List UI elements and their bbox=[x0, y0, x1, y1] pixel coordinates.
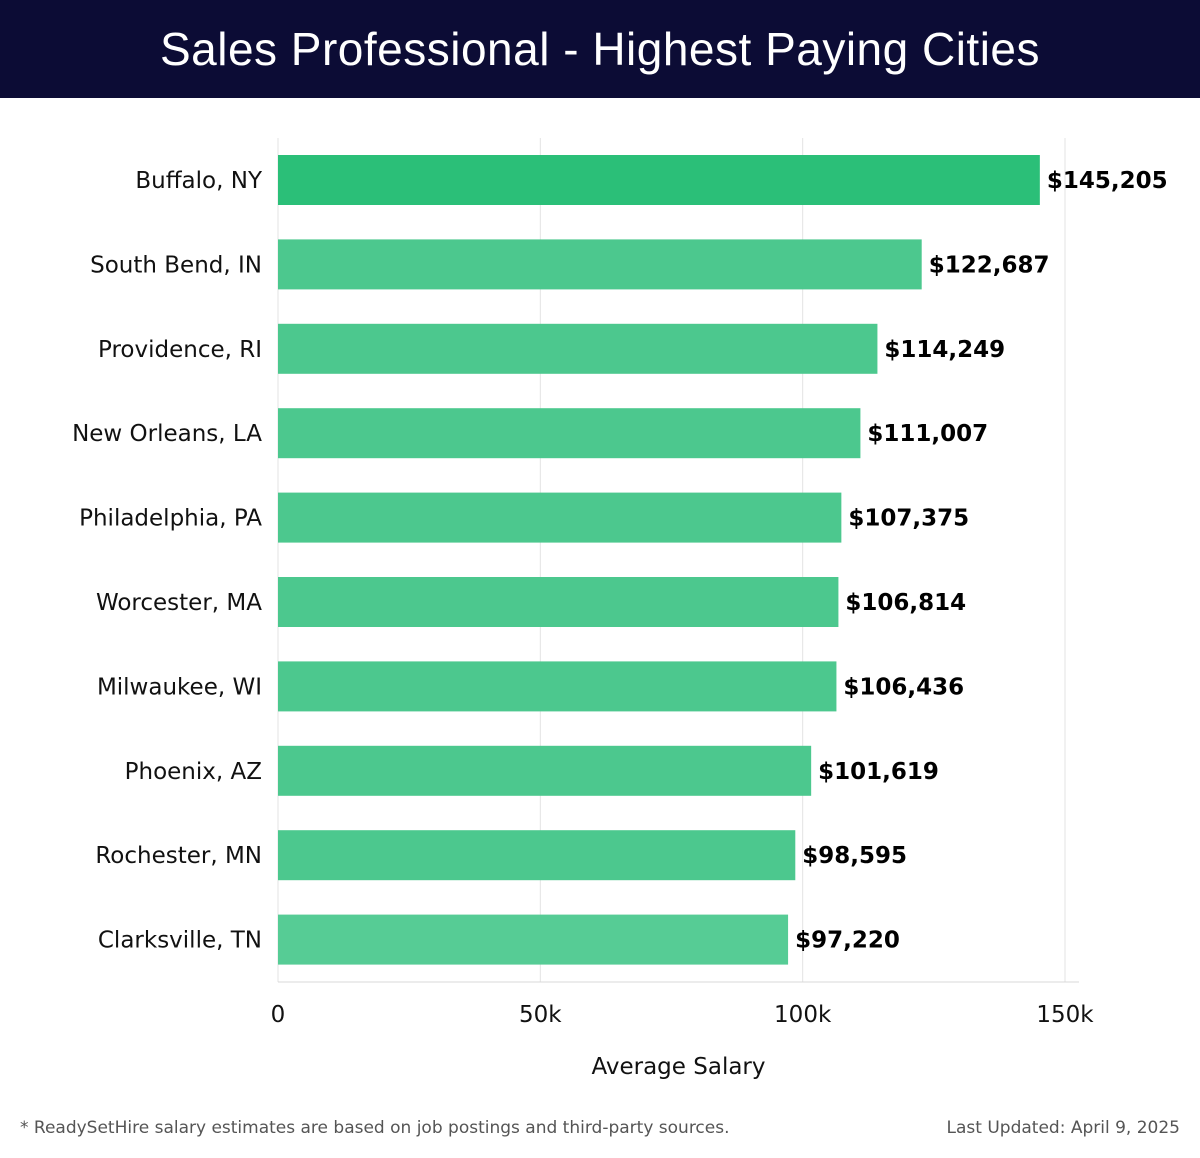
data-label: $145,205 bbox=[1047, 168, 1168, 194]
x-tick-label: 100k bbox=[774, 1002, 832, 1028]
category-label: Rochester, MN bbox=[95, 843, 262, 869]
bar bbox=[278, 408, 861, 459]
x-tick-label: 50k bbox=[519, 1002, 562, 1028]
bar bbox=[278, 745, 812, 796]
category-label: Phoenix, AZ bbox=[125, 759, 262, 785]
category-label: New Orleans, LA bbox=[72, 421, 262, 447]
x-tick-label: 0 bbox=[271, 1002, 286, 1028]
data-label: $114,249 bbox=[884, 337, 1005, 363]
bar bbox=[278, 577, 839, 627]
bar bbox=[278, 323, 878, 374]
data-label: $106,436 bbox=[843, 674, 964, 700]
category-label: Worcester, MA bbox=[96, 590, 262, 616]
data-label: $101,619 bbox=[818, 759, 939, 785]
bar bbox=[278, 155, 1040, 205]
data-label: $97,220 bbox=[795, 928, 900, 954]
x-tick-label: 150k bbox=[1036, 1002, 1094, 1028]
category-label: Buffalo, NY bbox=[135, 168, 263, 194]
data-label: $122,687 bbox=[929, 252, 1050, 278]
bar bbox=[278, 830, 796, 881]
category-label: Clarksville, TN bbox=[98, 928, 262, 954]
bar bbox=[278, 661, 837, 712]
data-label: $106,814 bbox=[845, 590, 966, 616]
category-label: South Bend, IN bbox=[90, 252, 262, 278]
bar bbox=[278, 239, 922, 290]
category-label: Philadelphia, PA bbox=[79, 506, 262, 532]
x-axis-label: Average Salary bbox=[591, 1054, 765, 1080]
footnote: * ReadySetHire salary estimates are base… bbox=[20, 1118, 730, 1138]
data-label: $111,007 bbox=[867, 421, 988, 447]
bar bbox=[278, 914, 789, 965]
category-label: Providence, RI bbox=[98, 337, 262, 363]
chart-header: Sales Professional - Highest Paying Citi… bbox=[0, 0, 1200, 98]
data-label: $107,375 bbox=[848, 506, 969, 532]
category-label: Milwaukee, WI bbox=[97, 674, 262, 700]
chart-title: Sales Professional - Highest Paying Citi… bbox=[159, 23, 1041, 75]
data-label: $98,595 bbox=[802, 843, 907, 869]
salary-bar-chart: Buffalo, NY $145,205 South Bend, IN $122,68… bbox=[72, 138, 1168, 1080]
bar bbox=[278, 492, 842, 543]
last-updated: Last Updated: April 9, 2025 bbox=[946, 1118, 1180, 1138]
